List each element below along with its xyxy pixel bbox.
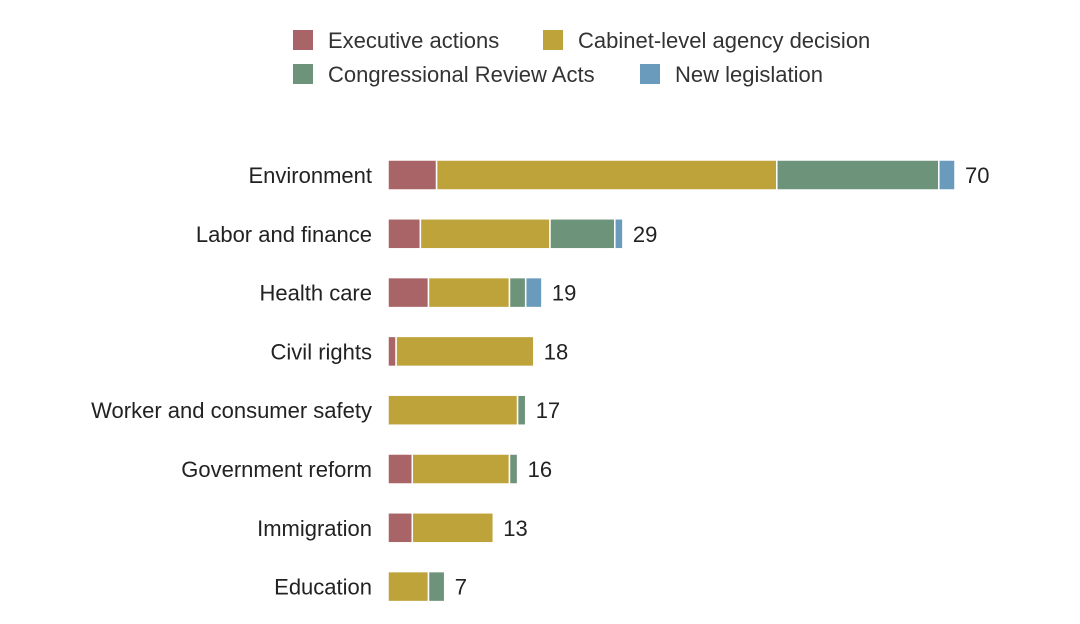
total-label-education: 7 xyxy=(455,575,467,600)
total-label-labor-and-finance: 29 xyxy=(633,222,657,247)
total-label-worker-and-consumer-safety: 17 xyxy=(536,398,560,423)
bar-row-education: Education 7 xyxy=(274,570,467,603)
bar-segment-education-congressional-review-acts xyxy=(427,570,446,603)
bar-segment-labor-and-finance-cabinet-level-agency-decision xyxy=(419,218,551,250)
legend-swatch-congressional-review-acts xyxy=(293,64,313,84)
bar-segment-government-reform-congressional-review-acts xyxy=(508,453,519,485)
bar-segment-labor-and-finance-new-legislation xyxy=(614,218,624,250)
bar-segment-health-care-congressional-review-acts xyxy=(508,276,527,309)
bar-segment-labor-and-finance-congressional-review-acts xyxy=(549,218,616,250)
bar-segment-health-care-cabinet-level-agency-decision xyxy=(427,276,511,309)
bar-segment-worker-and-consumer-safety-congressional-review-acts xyxy=(516,394,527,426)
legend-label-cabinet-level-agency-decision: Cabinet-level agency decision xyxy=(578,28,870,53)
bar-segment-environment-new-legislation xyxy=(938,159,956,191)
category-label-civil-rights: Civil rights xyxy=(271,339,372,364)
bar-row-civil-rights: Civil rights 18 xyxy=(271,335,568,368)
category-label-government-reform: Government reform xyxy=(181,457,372,482)
bar-segment-environment-congressional-review-acts xyxy=(776,159,940,191)
bars-area: Environment 70 Labor and finance 29 Health c… xyxy=(91,159,989,603)
category-label-worker-and-consumer-safety: Worker and consumer safety xyxy=(91,398,372,423)
bar-segment-immigration-executive-actions xyxy=(387,512,414,544)
bar-segment-health-care-executive-actions xyxy=(387,276,430,309)
bar-segment-immigration-cabinet-level-agency-decision xyxy=(411,512,495,544)
bar-row-immigration: Immigration 13 xyxy=(257,512,528,544)
bar-row-health-care: Health care 19 xyxy=(259,276,576,309)
legend-item-new-legislation: New legislation xyxy=(640,62,823,87)
legend-item-congressional-review-acts: Congressional Review Acts xyxy=(293,62,595,87)
category-label-health-care: Health care xyxy=(259,281,372,306)
category-label-labor-and-finance: Labor and finance xyxy=(196,222,372,247)
legend-swatch-executive-actions xyxy=(293,30,313,50)
bar-row-environment: Environment 70 xyxy=(248,159,989,191)
legend: Executive actions Cabinet-level agency de… xyxy=(293,28,870,87)
bar-row-worker-and-consumer-safety: Worker and consumer safety 17 xyxy=(91,394,560,426)
category-label-education: Education xyxy=(274,575,372,600)
legend-label-executive-actions: Executive actions xyxy=(328,28,499,53)
total-label-government-reform: 16 xyxy=(528,457,552,482)
bar-segment-education-cabinet-level-agency-decision xyxy=(387,570,430,603)
bar-segment-civil-rights-executive-actions xyxy=(387,335,397,368)
legend-swatch-cabinet-level-agency-decision xyxy=(543,30,563,50)
bar-segment-labor-and-finance-executive-actions xyxy=(387,218,422,250)
bar-segment-environment-cabinet-level-agency-decision xyxy=(435,159,778,191)
legend-label-congressional-review-acts: Congressional Review Acts xyxy=(328,62,595,87)
bar-row-labor-and-finance: Labor and finance 29 xyxy=(196,218,657,250)
bar-segment-government-reform-executive-actions xyxy=(387,453,414,485)
legend-label-new-legislation: New legislation xyxy=(675,62,823,87)
bar-segment-environment-executive-actions xyxy=(387,159,438,191)
total-label-immigration: 13 xyxy=(503,516,527,541)
bar-segment-government-reform-cabinet-level-agency-decision xyxy=(411,453,511,485)
category-label-environment: Environment xyxy=(248,163,372,188)
legend-item-cabinet-level-agency-decision: Cabinet-level agency decision xyxy=(543,28,870,53)
bar-segment-civil-rights-cabinet-level-agency-decision xyxy=(395,335,535,368)
bar-segment-health-care-new-legislation xyxy=(524,276,543,309)
bar-row-government-reform: Government reform 16 xyxy=(181,453,552,485)
total-label-environment: 70 xyxy=(965,163,989,188)
legend-swatch-new-legislation xyxy=(640,64,660,84)
total-label-health-care: 19 xyxy=(552,281,576,306)
category-label-immigration: Immigration xyxy=(257,516,372,541)
bar-segment-worker-and-consumer-safety-cabinet-level-agency-decision xyxy=(387,394,519,426)
legend-item-executive-actions: Executive actions xyxy=(293,28,499,53)
total-label-civil-rights: 18 xyxy=(544,339,568,364)
